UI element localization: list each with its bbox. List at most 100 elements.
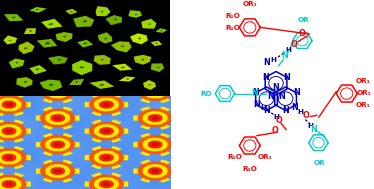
Text: N: N (283, 73, 290, 82)
Polygon shape (101, 11, 103, 12)
Polygon shape (30, 7, 47, 13)
Polygon shape (98, 32, 113, 43)
Polygon shape (95, 6, 110, 16)
Text: R₁O: R₁O (242, 166, 257, 172)
Polygon shape (36, 9, 39, 11)
Polygon shape (65, 9, 77, 15)
Text: O: O (276, 116, 282, 125)
Polygon shape (83, 20, 87, 22)
Polygon shape (157, 67, 160, 68)
Polygon shape (8, 40, 12, 41)
Polygon shape (24, 28, 36, 34)
Text: OR₁: OR₁ (356, 102, 371, 108)
Text: N: N (282, 106, 289, 115)
Text: N: N (273, 83, 279, 92)
Text: OR: OR (297, 17, 309, 23)
Text: R₁O: R₁O (225, 25, 240, 31)
Text: N: N (310, 125, 317, 134)
Polygon shape (70, 11, 73, 12)
Polygon shape (16, 62, 18, 64)
Polygon shape (9, 59, 24, 69)
Polygon shape (148, 84, 151, 85)
Text: N: N (293, 88, 300, 97)
Text: N: N (264, 58, 270, 67)
Polygon shape (77, 40, 93, 48)
Polygon shape (151, 63, 164, 72)
Polygon shape (48, 56, 68, 65)
Text: H: H (285, 46, 291, 53)
Text: O: O (291, 40, 298, 49)
Text: H: H (308, 123, 314, 129)
Polygon shape (56, 32, 73, 42)
Polygon shape (4, 14, 24, 21)
Polygon shape (73, 16, 94, 27)
Polygon shape (134, 55, 151, 65)
Polygon shape (11, 17, 16, 18)
Polygon shape (142, 58, 144, 61)
Polygon shape (36, 68, 40, 70)
Text: OR₁: OR₁ (243, 1, 258, 7)
Text: H: H (270, 57, 276, 63)
Text: N: N (291, 103, 298, 112)
Polygon shape (155, 28, 168, 33)
Polygon shape (141, 19, 157, 29)
Polygon shape (29, 30, 32, 32)
Polygon shape (101, 59, 104, 61)
Text: OR₁: OR₁ (258, 154, 273, 160)
Polygon shape (24, 81, 27, 83)
Polygon shape (63, 36, 66, 38)
Text: OR₁: OR₁ (356, 78, 371, 84)
Polygon shape (89, 80, 114, 89)
Polygon shape (30, 65, 47, 74)
Text: R₁O: R₁O (225, 13, 240, 19)
Polygon shape (24, 47, 27, 49)
Text: R₁O: R₁O (227, 154, 242, 160)
Polygon shape (99, 84, 104, 86)
Text: N: N (251, 89, 258, 98)
Text: RO: RO (200, 91, 212, 97)
Polygon shape (49, 84, 54, 86)
Polygon shape (45, 42, 50, 45)
Text: N: N (254, 100, 260, 109)
Polygon shape (111, 41, 132, 53)
Text: H: H (260, 105, 266, 111)
Polygon shape (151, 41, 162, 46)
Polygon shape (128, 10, 142, 18)
Polygon shape (40, 80, 62, 91)
Text: H: H (273, 114, 279, 120)
Text: N: N (263, 106, 270, 115)
Polygon shape (83, 43, 87, 44)
Polygon shape (138, 37, 141, 40)
Polygon shape (104, 37, 107, 40)
Polygon shape (112, 64, 132, 71)
Text: OR: OR (314, 160, 325, 166)
Polygon shape (130, 33, 148, 44)
Text: O: O (303, 111, 310, 120)
Text: O: O (272, 126, 278, 135)
Polygon shape (105, 15, 122, 25)
Text: N: N (252, 88, 259, 97)
FancyBboxPatch shape (0, 0, 170, 96)
Polygon shape (16, 77, 33, 88)
Polygon shape (126, 78, 129, 80)
Polygon shape (143, 80, 156, 90)
Polygon shape (58, 59, 61, 61)
Polygon shape (79, 66, 85, 68)
Polygon shape (120, 67, 125, 68)
Polygon shape (48, 23, 53, 25)
Polygon shape (148, 23, 151, 25)
Polygon shape (94, 55, 111, 65)
Text: O: O (298, 29, 305, 38)
Text: N: N (278, 92, 285, 101)
Polygon shape (69, 79, 84, 85)
Polygon shape (37, 39, 57, 48)
Polygon shape (134, 14, 138, 15)
Polygon shape (75, 81, 78, 83)
Text: N: N (281, 51, 288, 60)
Polygon shape (121, 46, 125, 47)
Text: N: N (262, 73, 269, 82)
Text: N: N (267, 92, 274, 101)
Polygon shape (155, 43, 158, 44)
Polygon shape (3, 35, 17, 45)
Polygon shape (114, 18, 117, 20)
